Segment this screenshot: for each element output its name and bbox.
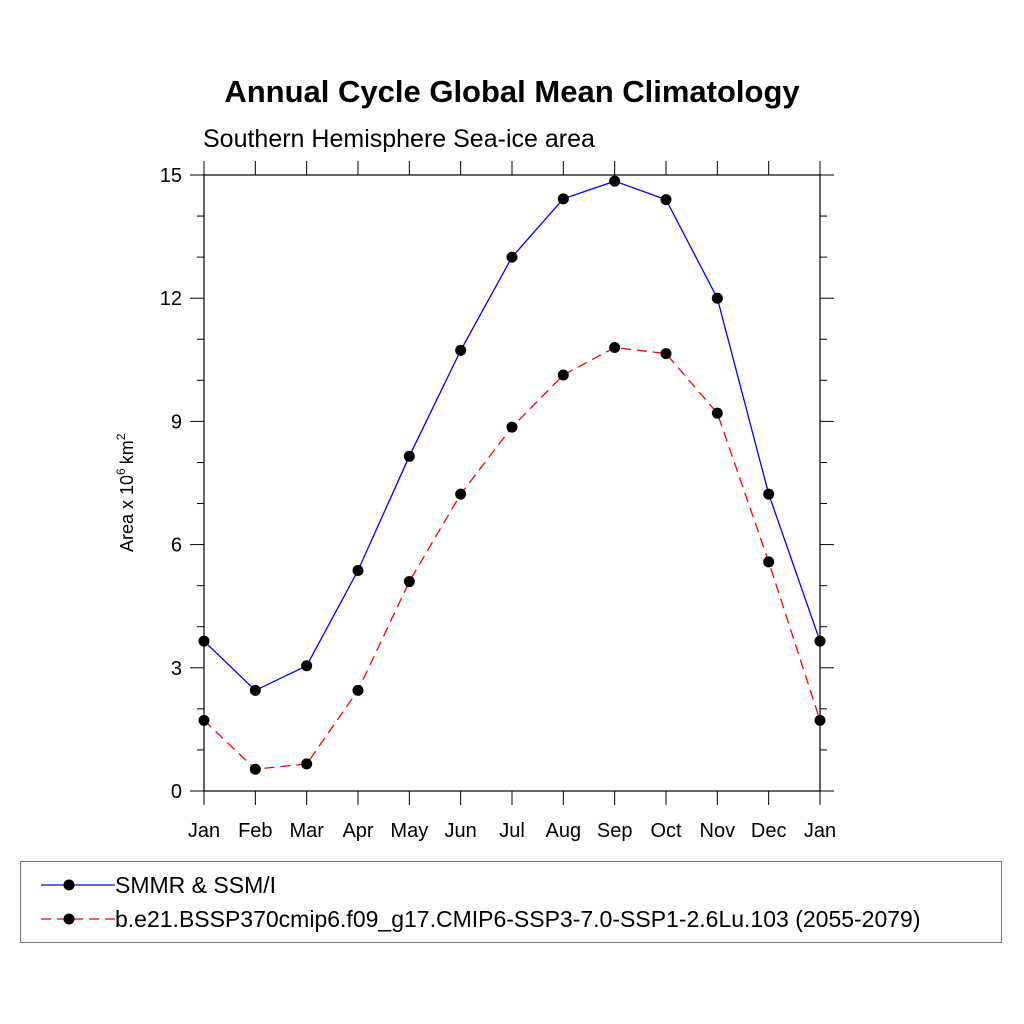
x-tick-label: Aug xyxy=(546,820,582,842)
series-2-point xyxy=(352,684,364,696)
series-2-point xyxy=(506,421,518,433)
x-tick-label: Oct xyxy=(650,820,682,842)
x-tick-label: Feb xyxy=(238,820,272,842)
series-2-point xyxy=(198,714,210,726)
series-2-point xyxy=(301,758,313,770)
svg-text:Area x 106km2: Area x 106 km2 xyxy=(114,433,137,552)
y-tick-label: 15 xyxy=(160,165,182,187)
series-1-point xyxy=(249,684,261,696)
chart-subtitle: Southern Hemisphere Sea-ice area xyxy=(203,125,595,153)
y-axis-label-unit: km xyxy=(117,440,137,464)
y-axis-label-sup1: 6 xyxy=(114,468,128,475)
series-2-point xyxy=(403,576,415,588)
series-layer xyxy=(198,175,826,775)
legend-entry-1: SMMR & SSM/I xyxy=(21,868,1003,902)
x-tick-label: Jun xyxy=(445,820,477,842)
y-tick-label: 6 xyxy=(171,535,182,557)
series-2-point xyxy=(711,407,723,419)
series-1-point xyxy=(198,635,210,647)
series-1-point xyxy=(557,193,569,205)
x-tick-label: Dec xyxy=(751,820,787,842)
series-1-point xyxy=(814,635,826,647)
series-1-point xyxy=(711,292,723,304)
series-2-point xyxy=(455,488,467,500)
series-2-point xyxy=(660,348,672,360)
series-1-point xyxy=(506,251,518,263)
legend-label-2: b.e21.BSSP370cmip6.f09_g17.CMIP6-SSP3-7.… xyxy=(115,906,921,932)
axes xyxy=(203,174,821,792)
y-axis-label-sup2: 2 xyxy=(114,433,128,440)
y-tick-label: 12 xyxy=(160,288,182,310)
series-2-point xyxy=(609,341,621,353)
series-1-point xyxy=(403,450,415,462)
series-1-point xyxy=(609,175,621,187)
legend-line-2 xyxy=(41,913,115,925)
y-tick-label: 0 xyxy=(171,781,182,803)
series-line-2 xyxy=(203,346,821,770)
y-tick-label: 3 xyxy=(171,658,182,680)
chart-title: Annual Cycle Global Mean Climatology xyxy=(224,74,800,109)
x-tick-label: Nov xyxy=(700,820,736,842)
legend-label-1: SMMR & SSM/I xyxy=(115,872,277,898)
series-1-point xyxy=(660,194,672,206)
series-2-point xyxy=(814,714,826,726)
ticks: 0 3 6 9 12 15 Jan Feb Mar Apr May Jun Jul Aug Sep Oct No… xyxy=(160,161,836,842)
legend-entry-2: b.e21.BSSP370cmip6.f09_g17.CMIP6-SSP3-7.… xyxy=(21,902,1003,936)
series-1-point xyxy=(352,564,364,576)
series-1-point xyxy=(455,344,467,356)
y-axis-label: Area x 106 km2 xyxy=(114,433,137,552)
series-2-point xyxy=(763,556,775,568)
x-tick-label: Jan xyxy=(188,820,220,842)
x-tick-label: May xyxy=(390,820,428,842)
series-2-point xyxy=(249,763,261,775)
plot-area: 0 3 6 9 12 15 Jan Feb Mar Apr May Jun Jul Aug Sep Oct No… xyxy=(114,161,836,842)
y-axis-label-text: Area x 10 xyxy=(117,475,137,552)
x-tick-label: Jul xyxy=(499,820,525,842)
legend: SMMR & SSM/I b.e21.BSSP370cmip6.f09_g17.… xyxy=(20,861,1002,943)
plot-frame xyxy=(203,174,821,792)
series-1-point xyxy=(301,660,313,672)
series-2-point xyxy=(557,369,569,381)
x-tick-label: Mar xyxy=(289,820,324,842)
y-tick-label: 9 xyxy=(171,411,182,433)
legend-marker-2 xyxy=(63,913,75,925)
x-tick-label: Apr xyxy=(342,820,373,842)
legend-marker-1 xyxy=(63,879,75,891)
legend-line-1 xyxy=(41,879,115,891)
x-tick-label: Jan xyxy=(804,820,836,842)
series-1-point xyxy=(763,488,775,500)
x-tick-label: Sep xyxy=(597,820,633,842)
